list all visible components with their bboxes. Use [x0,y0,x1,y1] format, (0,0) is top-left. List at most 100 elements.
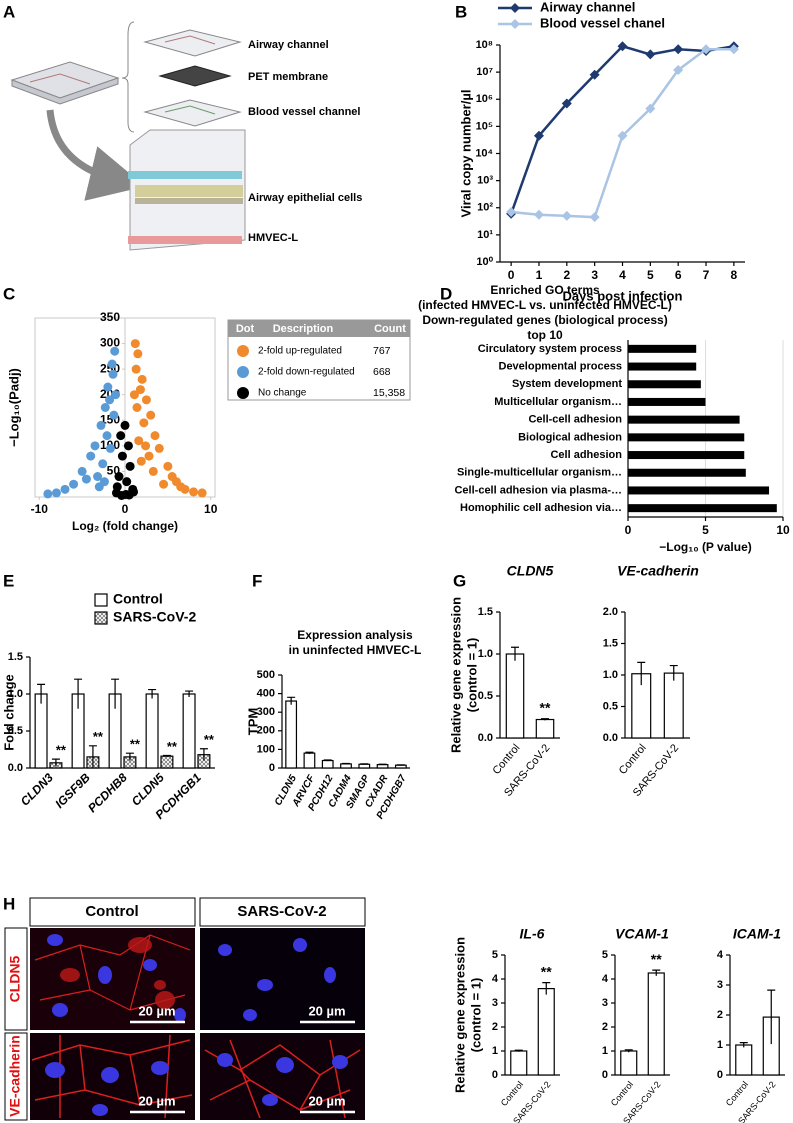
point [163,461,173,471]
table-count: 767 [373,345,391,357]
y-tick-label: System development [512,378,622,390]
error-bar [514,1049,523,1052]
panel-label: G [453,571,466,590]
error-bar [378,763,387,766]
chart-title: Down-regulated genes (biological process… [422,313,667,327]
y-tick-label: Developmental process [499,360,623,372]
y-tick-label: 0 [492,1069,498,1081]
significance: ** [541,963,552,979]
y-tick-label: 1.0 [8,688,23,700]
scale-bar-label: 20 µm [308,1003,345,1018]
y-tick-label: 0.5 [603,700,618,712]
point [105,443,115,453]
legend-swatch [94,611,108,625]
table-header-label: Description [273,323,334,335]
bar [628,380,701,389]
point [117,451,127,461]
legend-label: SARS-CoV-2 [113,609,196,625]
diagram-label: Airway epithelial cells [248,192,362,204]
bar [303,752,316,769]
point [103,382,113,392]
significance: ** [167,739,178,754]
bar [628,344,697,353]
table-header-label: Dot [236,323,255,335]
scale-bar-label: 20 µm [138,1093,175,1108]
error-bar [511,646,519,661]
significance: ** [204,732,215,747]
x-axis-label: −Log₁₀ (P value) [659,540,752,554]
x-tick-label: Control [609,1079,635,1108]
chart-title: Enriched GO terms [490,283,600,297]
point [533,130,544,141]
y-tick-label: 1.0 [478,648,493,660]
bar [620,1050,638,1076]
y-axis-label: −Log₁₀(Padj) [6,368,21,447]
point [533,209,544,220]
y-tick-label: 0 [602,1069,608,1081]
x-tick-label: 3 [591,268,598,282]
point [139,418,149,428]
error-bar [360,763,369,765]
y-tick-label: 4 [602,973,609,985]
point [617,130,628,141]
legend-label: Airway channel [540,0,635,14]
y-tick-label: Circulatory system process [478,343,622,355]
y-tick-label: 5 [602,949,608,961]
table-count: 15,358 [373,387,405,399]
error-bar [652,969,661,976]
bar [735,1044,753,1076]
chart-title: VCAM-1 [615,926,669,942]
y-tick-label: 1 [717,1039,723,1051]
error-bar [185,690,194,697]
point [673,44,684,55]
error-bar [342,762,350,765]
y-tick-label: Biological adhesion [518,431,622,443]
row-header: VE-cadherin [7,1035,23,1117]
significance: ** [130,737,141,752]
legend-dot [237,366,249,378]
x-tick-label: 6 [675,268,682,282]
point [109,410,119,420]
point [120,420,130,430]
y-tick-label: 1.0 [603,669,618,681]
point [130,339,140,349]
y-axis-label: Relative gene expression [448,597,463,753]
panel-label: D [440,284,452,303]
row-header-box [4,1032,28,1121]
scale-bar-lines [130,1020,355,1114]
point [123,441,133,451]
x-tick-label: 10 [204,502,218,516]
chart-title: ICAM-1 [733,926,781,942]
bar [358,763,371,769]
x-tick-label: PCDHB8 [85,770,130,815]
membrane [135,198,243,204]
point [131,364,141,374]
point [132,403,142,412]
x-tick-label: CLDN3 [18,770,56,808]
point [141,395,151,405]
y-tick-label: 100 [257,743,275,755]
diagram-label: HMVEC-L [248,232,298,244]
schematic [10,21,246,251]
error-bar [51,758,60,767]
point [133,349,143,359]
point [134,436,144,446]
point [93,472,103,482]
error-bar [541,718,549,721]
series-line [509,44,735,215]
legend-swatch [94,593,108,607]
point [150,431,160,441]
significance: ** [93,729,104,744]
panel-label: F [252,571,262,590]
y-tick-label: 0.0 [603,732,618,744]
table-count: 668 [373,366,391,378]
bar [628,433,745,442]
y-tick-label: 2 [492,1021,498,1033]
vecad-stain [31,1034,361,1119]
y-tick-label: 10⁵ [476,120,493,132]
chart-title: Expression analysis [297,628,413,642]
point [105,395,115,405]
point [506,206,517,217]
error-bar [148,688,157,699]
error-bar [111,678,120,709]
